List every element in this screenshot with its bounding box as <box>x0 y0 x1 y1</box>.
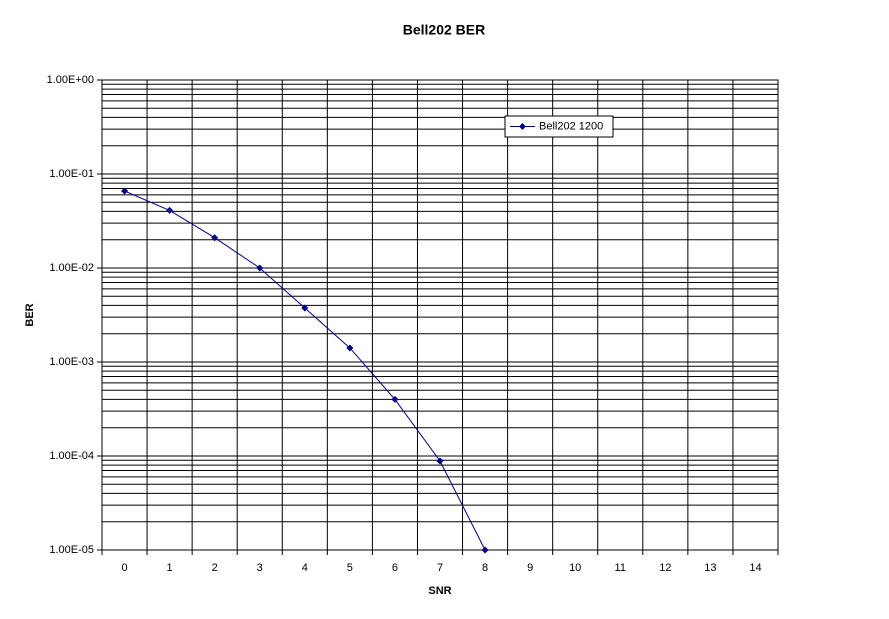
marker <box>436 457 444 465</box>
x-tick-label: 14 <box>749 562 761 574</box>
y-tick-label: 1.00E-01 <box>49 168 94 180</box>
y-axis-title: BER <box>24 303 36 326</box>
y-tick-label: 1.00E-03 <box>49 356 94 368</box>
x-tick-label: 0 <box>121 562 127 574</box>
x-tick-label: 2 <box>212 562 218 574</box>
marker <box>519 123 526 130</box>
marker <box>301 304 309 312</box>
x-tick-label: 10 <box>569 562 581 574</box>
x-tick-label: 7 <box>437 562 443 574</box>
y-tick-label: 1.00E-04 <box>49 450 94 462</box>
x-tick-label: 5 <box>347 562 353 574</box>
x-tick-label: 13 <box>704 562 716 574</box>
marker <box>166 206 174 214</box>
marker <box>211 234 219 242</box>
marker <box>346 344 354 352</box>
x-tick-label: 8 <box>482 562 488 574</box>
x-tick-label: 6 <box>392 562 398 574</box>
y-tick-label: 1.00E+00 <box>47 74 94 86</box>
x-tick-label: 1 <box>167 562 173 574</box>
y-tick-label: 1.00E-05 <box>49 544 94 556</box>
plot-area <box>101 79 779 551</box>
marker <box>256 264 264 272</box>
marker <box>481 546 489 554</box>
chart-title: Bell202 BER <box>403 22 485 38</box>
y-tick-label: 1.00E-02 <box>49 262 94 274</box>
x-axis-title: SNR <box>428 585 451 597</box>
x-tick-label: 3 <box>257 562 263 574</box>
x-tick-label: 9 <box>527 562 533 574</box>
x-tick-label: 11 <box>615 562 626 574</box>
marker <box>391 395 399 403</box>
legend-box <box>504 115 614 138</box>
x-tick-label: 4 <box>302 562 308 574</box>
marker <box>121 187 129 195</box>
x-tick-label: 12 <box>659 562 671 574</box>
legend-label: Bell202 1200 <box>539 120 603 132</box>
